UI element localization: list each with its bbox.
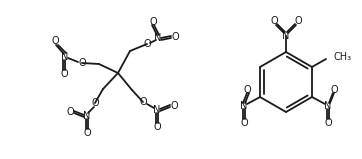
Text: N: N: [282, 31, 290, 41]
Text: O: O: [51, 36, 59, 46]
Text: O: O: [170, 101, 178, 111]
Text: O: O: [243, 85, 251, 95]
Text: O: O: [270, 16, 278, 26]
Text: CH₃: CH₃: [334, 52, 352, 62]
Text: O: O: [330, 85, 338, 95]
Text: O: O: [143, 39, 151, 49]
Text: O: O: [60, 69, 68, 79]
Text: N: N: [154, 33, 162, 43]
Text: O: O: [171, 32, 179, 42]
Text: O: O: [324, 118, 332, 128]
Text: O: O: [139, 97, 147, 107]
Text: O: O: [149, 17, 157, 27]
Text: N: N: [324, 101, 332, 111]
Text: O: O: [83, 128, 91, 138]
Text: O: O: [153, 122, 161, 132]
Text: N: N: [83, 111, 91, 121]
Text: N: N: [153, 105, 161, 115]
Text: N: N: [61, 52, 69, 62]
Text: O: O: [91, 98, 99, 108]
Text: N: N: [240, 101, 248, 111]
Text: O: O: [78, 58, 86, 68]
Text: O: O: [240, 118, 248, 128]
Text: O: O: [66, 107, 74, 117]
Text: O: O: [294, 16, 302, 26]
